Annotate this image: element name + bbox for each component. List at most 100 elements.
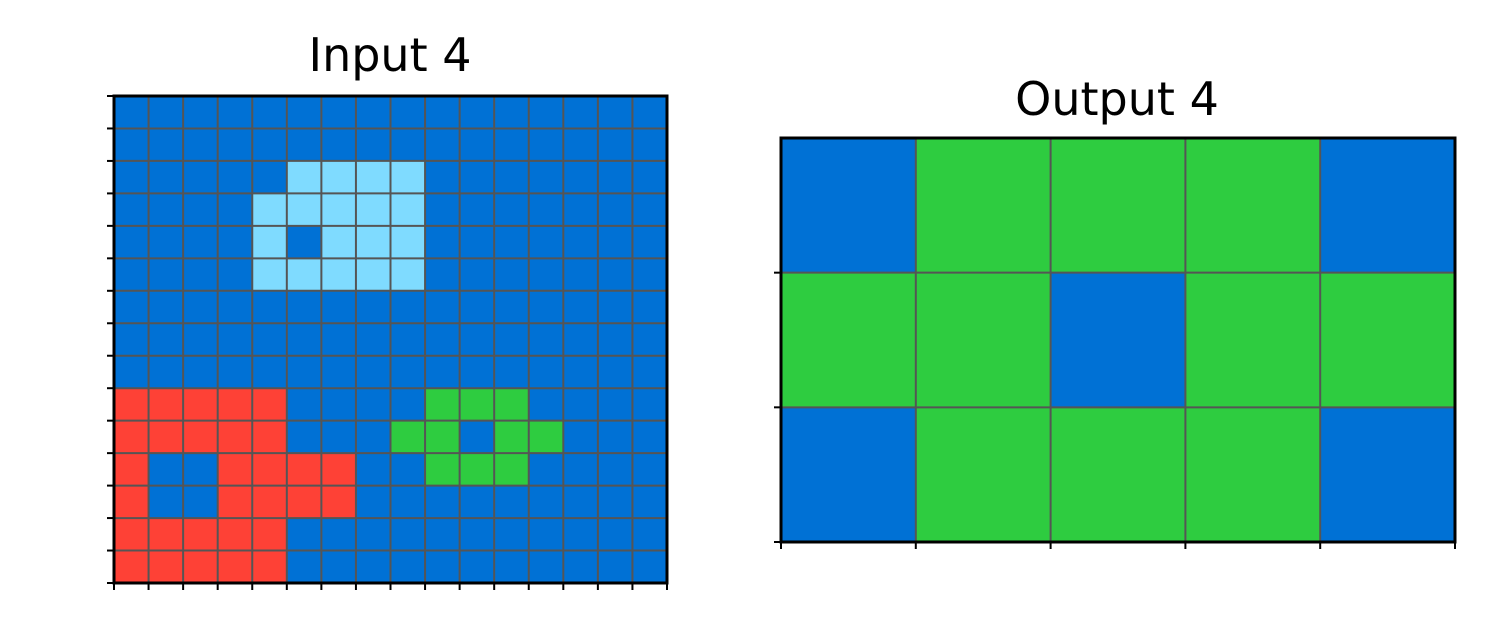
input-cell bbox=[494, 193, 530, 227]
output-cell bbox=[915, 407, 1052, 543]
input-cell bbox=[286, 160, 322, 194]
input-cell bbox=[390, 420, 426, 454]
input-cell bbox=[459, 420, 495, 454]
input-cell bbox=[217, 550, 253, 584]
input-cell bbox=[632, 550, 668, 584]
output-cell bbox=[781, 138, 917, 274]
input-cell bbox=[494, 96, 530, 129]
input-cell bbox=[459, 128, 495, 162]
input-cell bbox=[355, 485, 391, 519]
input-cell bbox=[355, 453, 391, 487]
input-cell bbox=[217, 128, 253, 162]
input-cell bbox=[390, 323, 426, 357]
input-cell bbox=[563, 453, 599, 487]
input-cell bbox=[148, 258, 184, 292]
input-cell bbox=[494, 323, 530, 357]
input-cell bbox=[252, 160, 288, 194]
input-cell bbox=[183, 388, 219, 422]
input-cell bbox=[528, 518, 564, 552]
input-cell bbox=[425, 518, 461, 552]
input-cell bbox=[286, 550, 322, 584]
input-cell bbox=[632, 96, 668, 129]
input-cell bbox=[355, 128, 391, 162]
input-cell bbox=[252, 388, 288, 422]
input-cell bbox=[355, 420, 391, 454]
input-cell bbox=[390, 355, 426, 389]
input-cell bbox=[494, 225, 530, 259]
input-cell bbox=[459, 193, 495, 227]
input-cell bbox=[425, 258, 461, 292]
input-cell bbox=[494, 355, 530, 389]
input-cell bbox=[321, 290, 357, 324]
output-cell bbox=[1320, 272, 1456, 408]
input-cell bbox=[528, 160, 564, 194]
input-cell bbox=[321, 420, 357, 454]
input-cell bbox=[563, 550, 599, 584]
input-cell bbox=[286, 420, 322, 454]
input-cell bbox=[217, 258, 253, 292]
input-cell bbox=[183, 290, 219, 324]
input-cell bbox=[217, 420, 253, 454]
input-cell bbox=[252, 323, 288, 357]
input-cell bbox=[355, 323, 391, 357]
input-cell bbox=[183, 518, 219, 552]
input-cell bbox=[286, 225, 322, 259]
input-cell bbox=[355, 225, 391, 259]
input-cell bbox=[148, 550, 184, 584]
input-cell bbox=[563, 225, 599, 259]
input-cell bbox=[425, 96, 461, 129]
input-cell bbox=[632, 518, 668, 552]
input-cell bbox=[252, 258, 288, 292]
input-cell bbox=[528, 225, 564, 259]
input-cell bbox=[597, 485, 633, 519]
input-cell bbox=[632, 258, 668, 292]
input-cell bbox=[183, 420, 219, 454]
input-cell bbox=[390, 453, 426, 487]
input-cell bbox=[632, 323, 668, 357]
input-cell bbox=[528, 453, 564, 487]
input-cell bbox=[425, 355, 461, 389]
input-cell bbox=[390, 485, 426, 519]
input-cell bbox=[252, 96, 288, 129]
input-cell bbox=[355, 388, 391, 422]
input-cell bbox=[183, 193, 219, 227]
input-cell bbox=[217, 323, 253, 357]
input-cell bbox=[252, 453, 288, 487]
input-cell bbox=[597, 225, 633, 259]
input-cell bbox=[148, 355, 184, 389]
input-cell bbox=[217, 453, 253, 487]
input-cell bbox=[321, 453, 357, 487]
input-cell bbox=[494, 290, 530, 324]
input-cell bbox=[286, 323, 322, 357]
input-cell bbox=[114, 388, 150, 422]
output-frame bbox=[779, 136, 1457, 544]
input-cell bbox=[252, 355, 288, 389]
input-cell bbox=[597, 96, 633, 129]
input-cell bbox=[321, 160, 357, 194]
input-cell bbox=[425, 225, 461, 259]
input-cell bbox=[494, 518, 530, 552]
input-cell bbox=[321, 323, 357, 357]
input-cell bbox=[321, 550, 357, 584]
input-cell bbox=[563, 388, 599, 422]
output-cell bbox=[915, 272, 1052, 408]
input-cell bbox=[286, 290, 322, 324]
input-cell bbox=[425, 388, 461, 422]
input-cell bbox=[355, 160, 391, 194]
input-cell bbox=[425, 420, 461, 454]
input-cell bbox=[459, 355, 495, 389]
output-cell bbox=[1050, 272, 1186, 408]
input-cell bbox=[597, 193, 633, 227]
input-cell bbox=[148, 290, 184, 324]
input-cell bbox=[459, 160, 495, 194]
input-cell bbox=[114, 420, 150, 454]
input-cell bbox=[286, 355, 322, 389]
input-cell bbox=[528, 258, 564, 292]
input-cell bbox=[252, 225, 288, 259]
input-cell bbox=[217, 96, 253, 129]
input-cell bbox=[355, 518, 391, 552]
input-cell bbox=[597, 290, 633, 324]
output-cell bbox=[781, 272, 917, 408]
output-cell bbox=[1185, 272, 1321, 408]
